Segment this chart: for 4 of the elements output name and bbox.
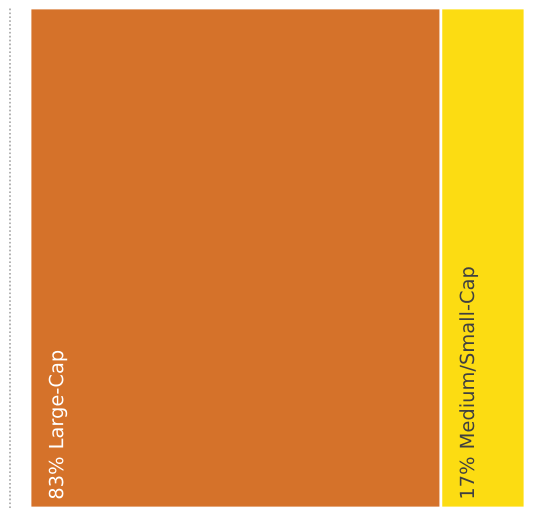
category-label: Medium/Small-Cap	[459, 267, 478, 448]
category-label: Large-Cap	[48, 350, 68, 448]
data-label: 17%	[460, 458, 474, 498]
data-label: 83%	[48, 458, 64, 498]
